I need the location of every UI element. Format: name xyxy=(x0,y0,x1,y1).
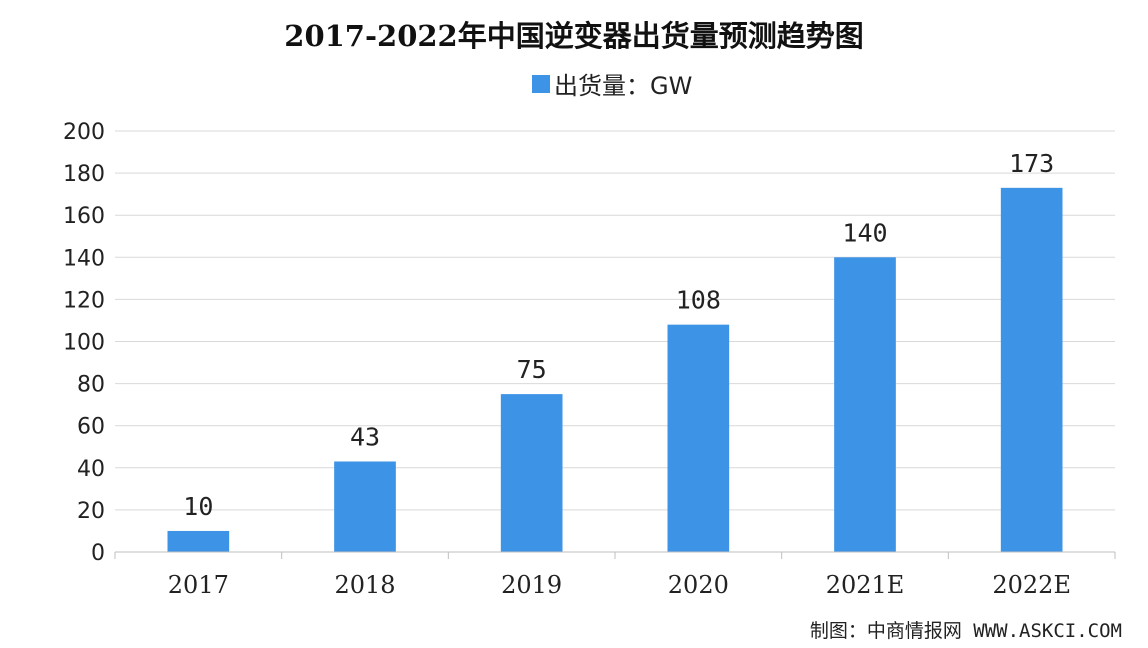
data-label-2017: 10 xyxy=(183,492,213,521)
y-tick-label: 20 xyxy=(77,499,105,524)
data-label-2022E: 173 xyxy=(1009,149,1054,178)
y-tick-label: 140 xyxy=(63,246,105,271)
legend: 出货量：GW xyxy=(532,72,692,100)
bar-2019 xyxy=(500,394,563,552)
bars xyxy=(167,187,1063,552)
bar-2018 xyxy=(334,461,396,552)
x-tick-label: 2022E xyxy=(992,571,1071,599)
y-axis-ticks: 0 20 40 60 80 100 120 140 160 180 200 xyxy=(63,120,105,566)
y-tick-label: 160 xyxy=(63,204,105,229)
y-tick-label: 180 xyxy=(63,162,105,187)
x-tick-label: 2018 xyxy=(334,571,395,599)
x-tick-label: 2020 xyxy=(668,571,729,599)
source-note: 制图：中商情报网 WWW.ASKCI.COM xyxy=(810,620,1122,642)
x-tick-label: 2019 xyxy=(501,571,562,599)
data-label-2019: 75 xyxy=(517,355,547,384)
y-tick-label: 0 xyxy=(91,541,105,566)
x-tick-label: 2021E xyxy=(826,571,905,599)
bar-2017 xyxy=(167,530,230,552)
bar-2021E xyxy=(834,257,896,552)
y-tick-label: 40 xyxy=(77,457,105,482)
data-labels: 10 43 75 108 140 173 xyxy=(183,149,1054,521)
y-tick-label: 60 xyxy=(77,415,105,440)
data-label-2018: 43 xyxy=(350,422,380,451)
x-tick-label: 2017 xyxy=(168,571,229,599)
gridlines xyxy=(115,130,1115,511)
x-axis-ticks: 2017 2018 2019 2020 2021E 2022E xyxy=(114,552,1116,599)
legend-label: 出货量：GW xyxy=(554,72,692,100)
bar-2020 xyxy=(667,324,730,552)
y-tick-label: 200 xyxy=(63,120,105,145)
data-label-2021E: 140 xyxy=(842,218,887,247)
y-tick-label: 100 xyxy=(63,331,105,356)
data-label-2020: 108 xyxy=(676,286,721,315)
y-tick-label: 80 xyxy=(77,373,105,398)
bar-2022E xyxy=(1000,187,1063,552)
legend-swatch xyxy=(532,75,550,93)
y-tick-label: 120 xyxy=(63,288,105,313)
chart-title: 2017-2022年中国逆变器出货量预测趋势图 xyxy=(284,19,863,53)
